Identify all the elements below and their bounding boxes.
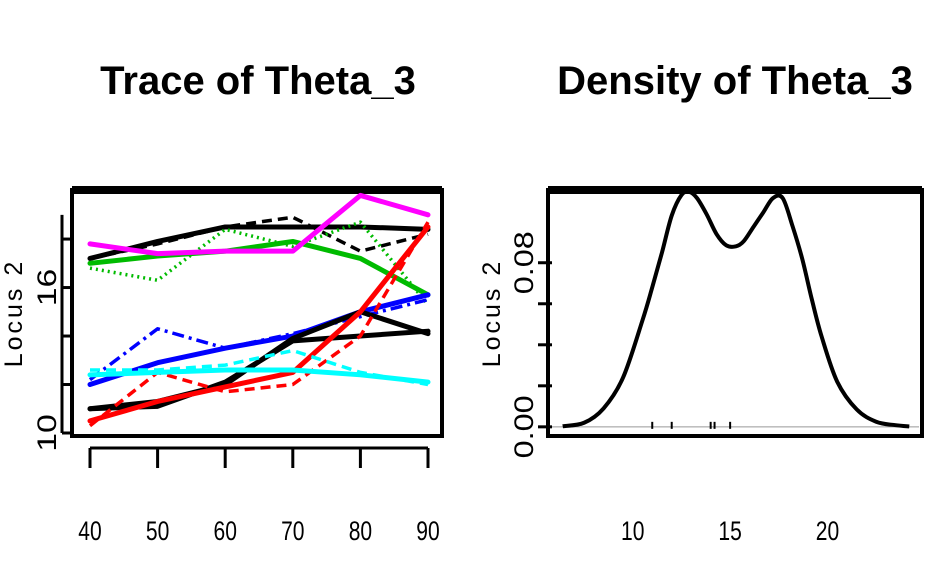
trace-series-line-4	[89, 220, 430, 306]
trace-x-tick-label: 90	[416, 517, 439, 547]
trace-x-axis: 40 50 60 70 80 90	[78, 446, 440, 547]
density-x-axis: 10 15 20	[621, 517, 839, 547]
density-x-tick-label: 20	[816, 517, 839, 547]
trace-series-line-12	[87, 367, 431, 385]
density-y-tick-label: 0.00	[509, 395, 539, 458]
density-content	[551, 189, 919, 429]
density-x-tick-label: 10	[621, 517, 644, 547]
trace-series-line-13	[90, 348, 429, 387]
trace-panel: Trace of Theta_3 40 50 60 70 80 90 10 16 Locus…	[0, 59, 444, 547]
trace-y-axis-label: Locus 2	[0, 259, 28, 368]
trace-series-line-11	[88, 221, 430, 428]
density-title: Density of Theta_3	[557, 59, 913, 103]
trace-x-tick-label: 80	[349, 517, 372, 547]
density-y-axis: 0.00 0.08	[509, 231, 552, 458]
trace-x-tick-label: 40	[78, 517, 101, 547]
trace-x-tick-label: 70	[281, 517, 304, 547]
density-panel: Density of Theta_3 10 15 20 0.00 0.08 Locus…	[478, 59, 924, 547]
trace-series-group	[87, 192, 431, 428]
density-x-tick-label: 15	[718, 517, 741, 547]
density-y-tick-label: 0.08	[509, 231, 539, 294]
trace-title: Trace of Theta_3	[100, 59, 416, 103]
trace-x-tick-label: 60	[213, 517, 236, 547]
density-y-axis-label: Locus 2	[478, 259, 506, 368]
trace-y-tick-label: 16	[32, 269, 62, 307]
trace-series-line-10	[87, 224, 431, 424]
trace-series-line-1	[87, 224, 431, 261]
trace-x-tick-label: 50	[146, 517, 169, 547]
trace-y-axis: 10 16	[32, 214, 74, 452]
density-curve	[562, 189, 910, 429]
trace-series-line-6	[87, 292, 431, 388]
trace-series-line-5	[87, 192, 431, 257]
trace-y-tick-label: 10	[32, 414, 62, 452]
trace-series-line-3	[87, 238, 431, 298]
trace-series-line-2	[89, 215, 429, 261]
